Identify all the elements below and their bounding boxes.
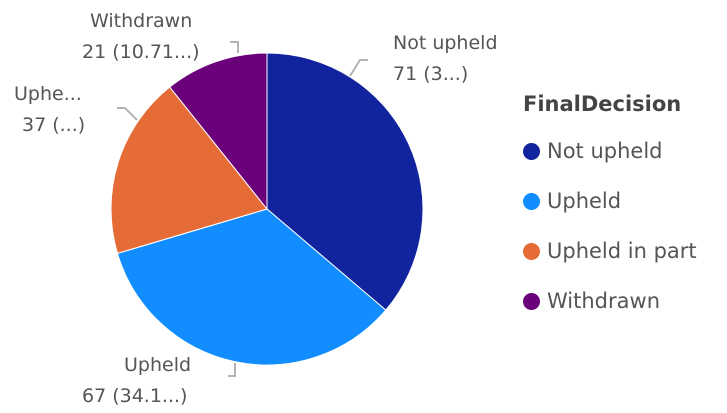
- pie-slice-withdrawn[interactable]: [169, 52, 268, 211]
- pie-slice-upheld-in-part[interactable]: [110, 86, 268, 255]
- leader-line-upheld-in-part: [117, 107, 138, 121]
- legend-label-not-upheld: Not upheld: [547, 139, 663, 163]
- leader-line-withdrawn: [230, 41, 239, 53]
- legend-marker-upheld: [523, 192, 540, 210]
- data-label-upheld-name: Upheld: [124, 354, 191, 376]
- pie-slices: [110, 52, 424, 366]
- data-label-withdrawn-value: 21 (10.71...): [82, 41, 200, 63]
- legend-label-upheld-in-part: Upheld in part: [547, 239, 697, 263]
- legend-marker-not-upheld: [523, 142, 540, 160]
- data-label-not-upheld-name: Not upheld: [393, 32, 498, 54]
- legend-item-upheld[interactable]: Upheld: [523, 176, 697, 226]
- pie-slice-upheld[interactable]: [116, 208, 387, 366]
- data-label-not-upheld-value: 71 (3...): [393, 63, 468, 85]
- leader-line-not-upheld: [349, 59, 368, 77]
- legend-label-upheld: Upheld: [547, 189, 622, 213]
- leader-line-upheld: [228, 363, 236, 377]
- legend-marker-upheld-in-part: [523, 242, 540, 260]
- legend-marker-withdrawn: [523, 292, 540, 310]
- legend: FinalDecision Not upheld Upheld Upheld i…: [523, 92, 697, 326]
- pie-slice-not-upheld[interactable]: [266, 52, 424, 311]
- legend-item-withdrawn[interactable]: Withdrawn: [523, 276, 697, 326]
- legend-item-not-upheld[interactable]: Not upheld: [523, 126, 697, 176]
- data-label-upheld-in-part-value: 37 (...): [22, 114, 85, 136]
- data-label-withdrawn-name: Withdrawn: [90, 10, 192, 32]
- legend-title: FinalDecision: [523, 92, 682, 116]
- data-label-upheld-value: 67 (34.1...): [82, 385, 187, 407]
- legend-item-upheld-in-part[interactable]: Upheld in part: [523, 226, 697, 276]
- legend-label-withdrawn: Withdrawn: [547, 289, 660, 313]
- data-label-upheld-in-part-name: Uphe...: [14, 83, 82, 105]
